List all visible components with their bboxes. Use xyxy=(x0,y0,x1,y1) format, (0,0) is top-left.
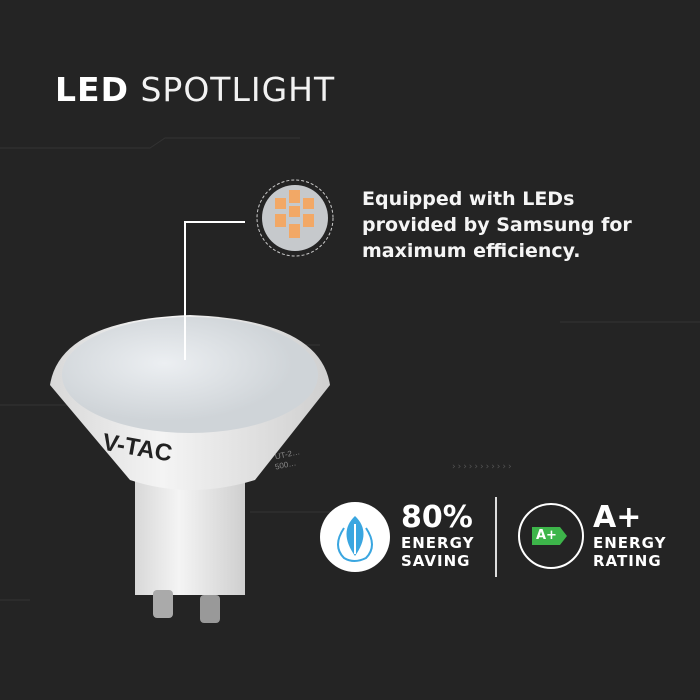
bulb-label-line-2: 500… xyxy=(274,458,297,471)
energy-saving-line2: SAVING xyxy=(401,552,471,570)
led-chip-closeup-icon xyxy=(256,179,334,257)
energy-rating-line1: ENERGY xyxy=(593,534,667,552)
led-spotlight-bulb: V-TAC UT-2… 500… xyxy=(50,221,330,623)
energy-saving-line1: ENERGY xyxy=(401,534,475,552)
feature-description: Equipped with LEDs provided by Samsung f… xyxy=(362,188,632,262)
decorative-arrows: ››››››››››› xyxy=(452,462,514,472)
energy-rating-line2: RATING xyxy=(593,552,662,570)
divider xyxy=(495,497,497,577)
energy-saving-value: 80% xyxy=(401,500,473,535)
energy-saving-block: 80% ENERGY SAVING xyxy=(401,500,475,571)
rating-badge: A+ xyxy=(532,527,567,545)
energy-rating-value: A+ xyxy=(593,500,642,535)
energy-saving-icon xyxy=(320,502,390,572)
leaf-plug-icon xyxy=(337,516,373,562)
page-title: LED SPOTLIGHT xyxy=(55,70,336,109)
energy-rating-block: A+ ENERGY RATING xyxy=(593,500,667,571)
energy-rating-icon: A+ xyxy=(518,503,584,569)
